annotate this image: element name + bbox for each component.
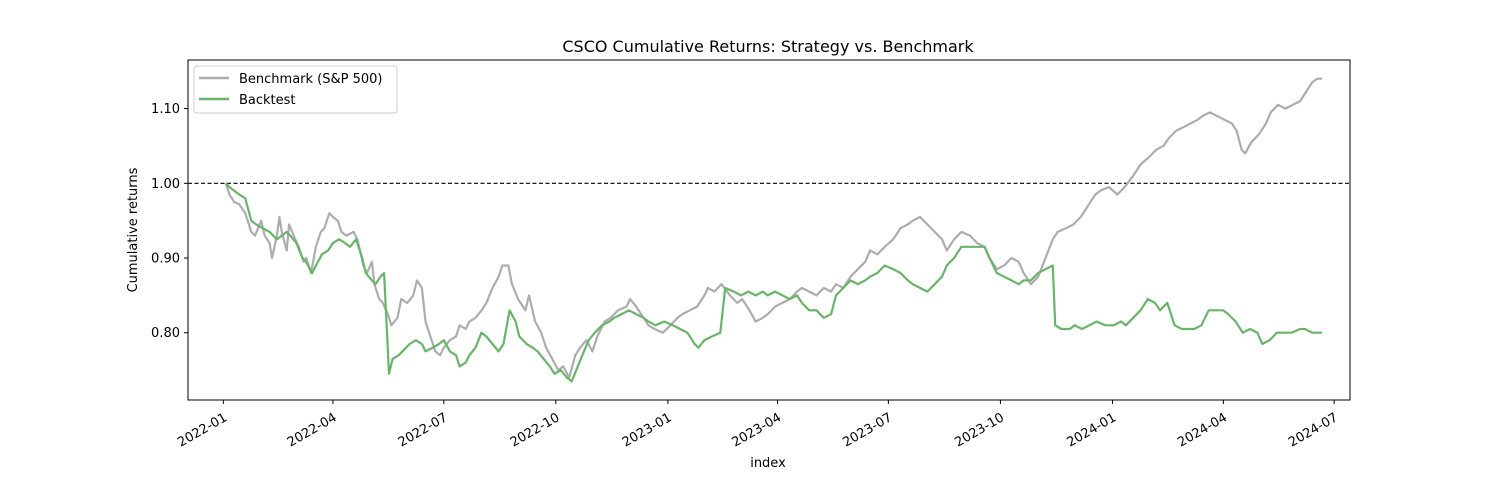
plot-area bbox=[187, 59, 1351, 401]
legend-label-0: Benchmark (S&P 500) bbox=[239, 72, 383, 87]
chart-title: CSCO Cumulative Returns: Strategy vs. Be… bbox=[562, 37, 974, 56]
series-line-backtest bbox=[225, 182, 1322, 383]
legend: Benchmark (S&P 500) Backtest bbox=[193, 65, 398, 114]
legend-box bbox=[193, 65, 398, 114]
y-tick-label: 1.10 bbox=[151, 102, 180, 117]
y-axis-label: Cumulative returns bbox=[126, 167, 141, 292]
y-axis: 0.80 0.90 1.00 1.10 bbox=[151, 102, 188, 341]
y-tick-label: 1.00 bbox=[151, 177, 180, 192]
y-tick-label: 0.80 bbox=[151, 326, 180, 341]
legend-label-1: Backtest bbox=[239, 93, 296, 108]
plot-frame bbox=[187, 59, 1351, 401]
y-tick-label: 0.90 bbox=[151, 252, 180, 267]
x-axis-label: index bbox=[750, 456, 786, 471]
